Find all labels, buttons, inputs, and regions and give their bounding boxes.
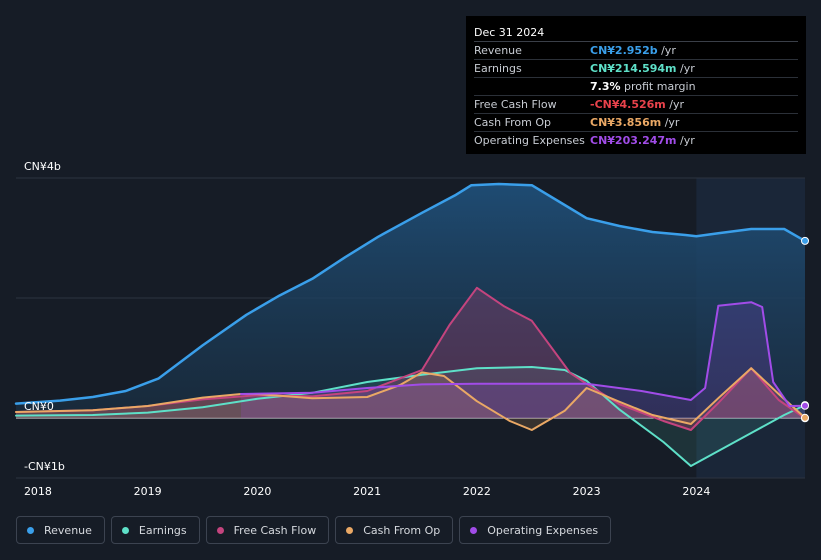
series-area-earnings (16, 367, 805, 466)
x-tick-label: 2020 (243, 485, 271, 498)
tooltip-row-earnings: Earnings CN¥214.594m /yr (474, 60, 798, 78)
legend-dot-icon (216, 526, 224, 534)
tooltip-row-cash-from-op: Cash From Op CN¥3.856m /yr (474, 114, 798, 132)
x-tick-label: 2022 (463, 485, 491, 498)
tooltip-value: -CN¥4.526m (590, 98, 666, 111)
tooltip-label: Cash From Op (474, 116, 552, 129)
legend-label: Free Cash Flow (233, 523, 317, 537)
series-line-earnings (15, 366, 806, 467)
legend-item-cash-from-op[interactable]: Cash From Op (335, 516, 454, 544)
x-tick-label: 2019 (134, 485, 162, 498)
y-tick-label: CN¥4b (24, 160, 61, 173)
x-tick-label: 2018 (24, 485, 52, 498)
data-tooltip: Dec 31 2024 Revenue CN¥2.952b /yr Earnin… (466, 16, 806, 154)
legend-dot-icon (470, 526, 478, 534)
tooltip-row-free-cash-flow: Free Cash Flow -CN¥4.526m /yr (474, 96, 798, 114)
x-tick-label: 2024 (682, 485, 710, 498)
tooltip-value: CN¥2.952b (590, 44, 658, 57)
tooltip-value: CN¥203.247m (590, 134, 677, 147)
series-area-cash-from-op (16, 368, 805, 430)
legend-item-revenue[interactable]: Revenue (16, 516, 105, 544)
legend-dot-icon (121, 526, 129, 534)
legend-label: Cash From Op (363, 523, 441, 537)
legend-item-free-cash-flow[interactable]: Free Cash Flow (205, 516, 330, 544)
legend-item-earnings[interactable]: Earnings (110, 516, 200, 544)
tooltip-row-operating-expenses: Operating Expenses CN¥203.247m /yr (474, 132, 798, 149)
tooltip-label: Free Cash Flow (474, 98, 557, 111)
series-endpoint-cash-from-op (801, 413, 809, 422)
series-line-free-cash-flow (15, 286, 806, 431)
tooltip-value: 7.3% (590, 80, 621, 93)
x-tick-label: 2021 (353, 485, 381, 498)
tooltip-label: Operating Expenses (474, 134, 585, 147)
legend-dot-icon (346, 526, 354, 534)
tooltip-unit: /yr (661, 116, 680, 129)
y-tick-label: CN¥0 (24, 400, 54, 413)
series-area-revenue (16, 184, 805, 418)
tooltip-label (474, 78, 590, 95)
chart-legend: Revenue Earnings Free Cash Flow Cash Fro… (16, 516, 612, 544)
legend-dot-icon (27, 526, 34, 534)
tooltip-row-revenue: Revenue CN¥2.952b /yr (474, 42, 798, 60)
legend-label: Operating Expenses (487, 523, 599, 537)
tooltip-unit: /yr (676, 134, 695, 147)
x-tick-label: 2023 (573, 485, 601, 498)
series-line-operating-expenses (240, 301, 806, 407)
tooltip-unit: /yr (657, 44, 676, 57)
chart-area: CN¥4b CN¥0 -CN¥1b 2018 2019 2020 2021 2022 2023 2… (14, 160, 809, 498)
tooltip-unit: /yr (665, 98, 685, 111)
tooltip-label: Revenue (474, 44, 522, 57)
series-line-cash-from-op (15, 367, 806, 431)
series-line-revenue (14, 182, 807, 405)
legend-label: Revenue (44, 523, 92, 537)
tooltip-value: CN¥214.594m (590, 62, 677, 75)
tooltip-date: Dec 31 2024 (474, 24, 798, 42)
y-tick-label: -CN¥1b (24, 460, 65, 473)
series-endpoint-operating-expenses (801, 401, 809, 410)
tooltip-label: Earnings (474, 62, 522, 75)
legend-label: Earnings (138, 523, 187, 537)
legend-item-operating-expenses[interactable]: Operating Expenses (459, 516, 612, 544)
tooltip-row-profit-margin: 7.3% profit margin (474, 78, 798, 96)
series-endpoint-revenue (801, 236, 809, 245)
tooltip-unit: /yr (676, 62, 695, 75)
tooltip-value: CN¥3.856m (590, 116, 662, 129)
series-area-operating-expenses (241, 302, 805, 418)
tooltip-unit: profit margin (620, 80, 696, 93)
